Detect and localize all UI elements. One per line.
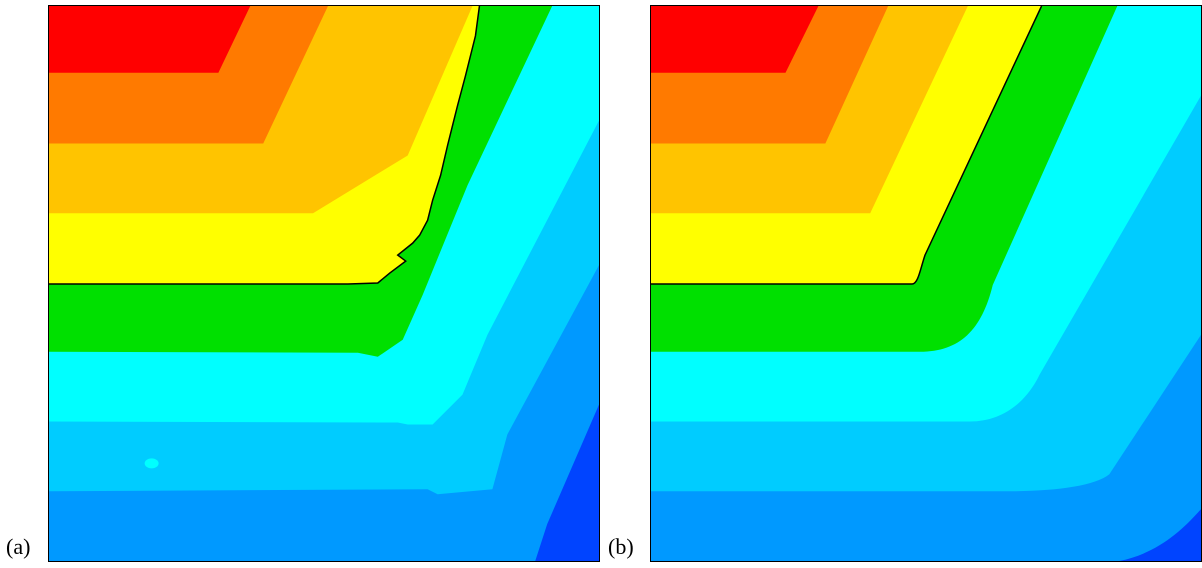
contour-plot-a [49,6,599,561]
subfigure-label-a: (a) [6,534,31,559]
interface-line-b [651,6,1043,285]
contour-plot-b [651,6,1201,561]
contour-panel-b [650,5,1202,562]
band-9-a [49,6,251,73]
contour-panel-a [48,5,600,562]
band-9-b [651,6,819,73]
interface-line-a [49,6,481,285]
noise-blob-a [144,458,159,469]
subfigure-label-b: (b) [608,534,634,559]
